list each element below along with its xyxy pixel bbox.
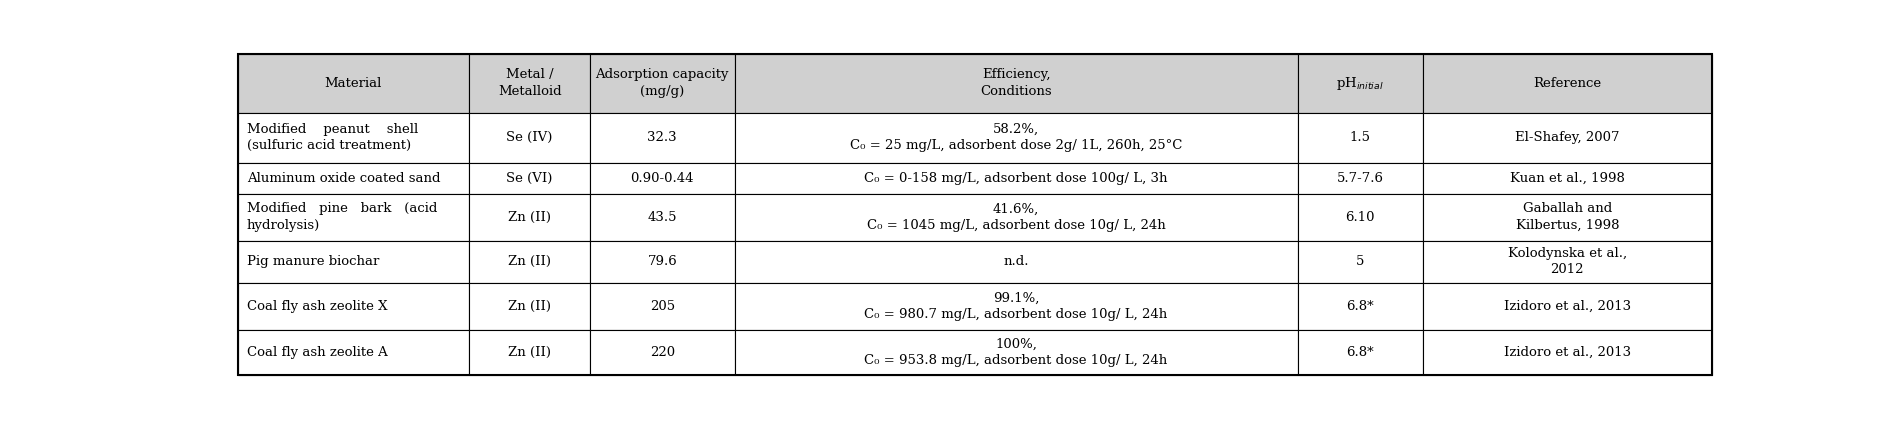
Bar xyxy=(1423,330,1712,375)
Text: 6.8*: 6.8* xyxy=(1347,346,1373,359)
Text: Coal fly ash zeolite X: Coal fly ash zeolite X xyxy=(247,300,388,313)
Text: C₀ = 0-158 mg/L, adsorbent dose 100g/ L, 3h: C₀ = 0-158 mg/L, adsorbent dose 100g/ L,… xyxy=(864,172,1168,185)
Text: 0.90-0.44: 0.90-0.44 xyxy=(631,172,694,185)
Text: pH$_{initial}$: pH$_{initial}$ xyxy=(1337,75,1385,92)
Bar xyxy=(1297,283,1423,330)
Bar xyxy=(1297,330,1423,375)
Bar xyxy=(734,54,1297,113)
Bar xyxy=(590,241,734,283)
Text: Se (IV): Se (IV) xyxy=(506,131,553,144)
Text: 100%,
C₀ = 953.8 mg/L, adsorbent dose 10g/ L, 24h: 100%, C₀ = 953.8 mg/L, adsorbent dose 10… xyxy=(864,337,1168,367)
Text: Metal /
Metalloid: Metal / Metalloid xyxy=(498,68,561,99)
Bar xyxy=(1423,283,1712,330)
Text: Izidoro et al., 2013: Izidoro et al., 2013 xyxy=(1504,300,1630,313)
Bar xyxy=(470,193,590,241)
Bar xyxy=(1423,163,1712,193)
Text: 41.6%,
C₀ = 1045 mg/L, adsorbent dose 10g/ L, 24h: 41.6%, C₀ = 1045 mg/L, adsorbent dose 10… xyxy=(867,202,1166,232)
Text: 43.5: 43.5 xyxy=(647,210,677,224)
Bar xyxy=(734,330,1297,375)
Text: 99.1%,
C₀ = 980.7 mg/L, adsorbent dose 10g/ L, 24h: 99.1%, C₀ = 980.7 mg/L, adsorbent dose 1… xyxy=(864,292,1168,321)
Text: El-Shafey, 2007: El-Shafey, 2007 xyxy=(1516,131,1621,144)
Text: Zn (II): Zn (II) xyxy=(508,255,552,268)
Bar xyxy=(734,283,1297,330)
Text: Pig manure biochar: Pig manure biochar xyxy=(247,255,378,268)
Text: 5: 5 xyxy=(1356,255,1364,268)
Bar xyxy=(470,113,590,163)
Text: Gaballah and
Kilbertus, 1998: Gaballah and Kilbertus, 1998 xyxy=(1516,202,1619,232)
Text: 79.6: 79.6 xyxy=(647,255,677,268)
Bar xyxy=(470,163,590,193)
Bar xyxy=(1297,54,1423,113)
Text: Modified   pine   bark   (acid
hydrolysis): Modified pine bark (acid hydrolysis) xyxy=(247,202,437,232)
Bar xyxy=(590,283,734,330)
Text: Coal fly ash zeolite A: Coal fly ash zeolite A xyxy=(247,346,388,359)
Bar xyxy=(734,193,1297,241)
Bar xyxy=(590,54,734,113)
Bar xyxy=(1423,241,1712,283)
Bar xyxy=(734,113,1297,163)
Text: Se (VI): Se (VI) xyxy=(506,172,553,185)
Bar xyxy=(238,330,470,375)
Bar xyxy=(1297,193,1423,241)
Bar xyxy=(590,193,734,241)
Bar xyxy=(238,113,470,163)
Text: n.d.: n.d. xyxy=(1002,255,1029,268)
Text: Kolodynska et al.,
2012: Kolodynska et al., 2012 xyxy=(1508,247,1626,276)
Text: Zn (II): Zn (II) xyxy=(508,300,552,313)
Text: 6.8*: 6.8* xyxy=(1347,300,1373,313)
Text: 32.3: 32.3 xyxy=(647,131,677,144)
Bar xyxy=(734,163,1297,193)
Text: Material: Material xyxy=(325,77,382,90)
Text: 205: 205 xyxy=(650,300,675,313)
Bar xyxy=(470,241,590,283)
Bar xyxy=(238,54,470,113)
Text: 1.5: 1.5 xyxy=(1350,131,1371,144)
Text: 58.2%,
C₀ = 25 mg/L, adsorbent dose 2g/ 1L, 260h, 25°C: 58.2%, C₀ = 25 mg/L, adsorbent dose 2g/ … xyxy=(850,123,1183,153)
Bar xyxy=(734,241,1297,283)
Text: Izidoro et al., 2013: Izidoro et al., 2013 xyxy=(1504,346,1630,359)
Text: Kuan et al., 1998: Kuan et al., 1998 xyxy=(1510,172,1624,185)
Bar xyxy=(238,241,470,283)
Bar xyxy=(1423,113,1712,163)
Bar xyxy=(590,330,734,375)
Bar xyxy=(238,163,470,193)
Bar xyxy=(590,113,734,163)
Bar xyxy=(1297,113,1423,163)
Text: Zn (II): Zn (II) xyxy=(508,210,552,224)
Text: Zn (II): Zn (II) xyxy=(508,346,552,359)
Bar xyxy=(470,330,590,375)
Bar xyxy=(1297,241,1423,283)
Text: 220: 220 xyxy=(650,346,675,359)
Text: Reference: Reference xyxy=(1533,77,1601,90)
Text: Efficiency,
Conditions: Efficiency, Conditions xyxy=(980,68,1052,99)
Text: 6.10: 6.10 xyxy=(1345,210,1375,224)
Text: Adsorption capacity
(mg/g): Adsorption capacity (mg/g) xyxy=(595,68,728,99)
Bar xyxy=(1423,54,1712,113)
Bar xyxy=(1297,163,1423,193)
Text: Aluminum oxide coated sand: Aluminum oxide coated sand xyxy=(247,172,439,185)
Bar xyxy=(590,163,734,193)
Text: 5.7-7.6: 5.7-7.6 xyxy=(1337,172,1385,185)
Bar xyxy=(1423,193,1712,241)
Bar xyxy=(238,193,470,241)
Bar xyxy=(470,54,590,113)
Bar xyxy=(470,283,590,330)
Bar xyxy=(238,283,470,330)
Text: Modified    peanut    shell
(sulfuric acid treatment): Modified peanut shell (sulfuric acid tre… xyxy=(247,123,418,153)
